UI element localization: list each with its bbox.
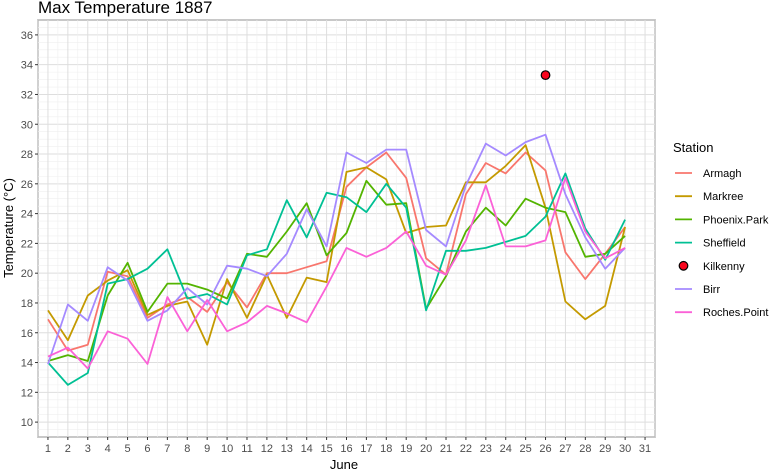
x-tick-label: 31	[639, 443, 651, 455]
y-tick-label: 22	[21, 238, 33, 250]
chart-title: Max Temperature 1887	[38, 0, 213, 17]
series-line-phoenix-park	[47, 179, 626, 362]
x-tick-label: 17	[360, 443, 372, 455]
x-tick-label: 10	[221, 443, 233, 455]
y-tick-label: 34	[21, 60, 33, 72]
y-tick-label: 28	[21, 149, 33, 161]
x-tick-label: 4	[105, 443, 111, 455]
x-tick-label: 28	[579, 443, 591, 455]
legend-label: Sheffield	[703, 238, 746, 250]
x-tick-label: 18	[380, 443, 392, 455]
x-tick-label: 20	[420, 443, 432, 455]
series-line-markree	[47, 144, 626, 346]
y-tick-label: 10	[21, 417, 33, 429]
series-point-kilkenny	[540, 70, 551, 81]
x-tick-label: 24	[500, 443, 512, 455]
x-tick-label: 13	[281, 443, 293, 455]
x-tick-label: 19	[400, 443, 412, 455]
x-tick-label: 30	[619, 443, 631, 455]
grid-lines	[37, 19, 656, 438]
x-tick-label: 26	[539, 443, 551, 455]
y-tick-label: 12	[21, 387, 33, 399]
x-tick-label: 15	[320, 443, 332, 455]
x-tick-label: 5	[125, 443, 131, 455]
x-tick-label: 2	[65, 443, 71, 455]
y-tick-label: 18	[21, 298, 33, 310]
y-tick-label: 16	[21, 328, 33, 340]
legend-label: Roches.Point	[703, 307, 768, 319]
legend-item-kilkenny: Kilkenny	[678, 260, 745, 273]
legend-label: Birr	[703, 284, 720, 296]
y-tick-label: 14	[21, 358, 33, 370]
legend-item-phoenix-park: Phoenix.Park	[675, 214, 769, 226]
y-tick-label: 20	[21, 268, 33, 280]
plot-area	[37, 19, 656, 438]
x-tick-label: 3	[85, 443, 91, 455]
legend-item-markree: Markree	[675, 191, 743, 203]
x-tick-label: 25	[520, 443, 532, 455]
x-tick-label: 8	[184, 443, 190, 455]
legend-item-sheffield: Sheffield	[675, 238, 746, 250]
x-tick-label: 22	[460, 443, 472, 455]
x-tick-label: 7	[164, 443, 170, 455]
x-tick-label: 21	[440, 443, 452, 455]
x-tick-label: 23	[480, 443, 492, 455]
x-tick-label: 27	[559, 443, 571, 455]
x-tick-label: 16	[340, 443, 352, 455]
legend-title: Station	[673, 140, 713, 155]
legend-label: Markree	[703, 191, 743, 203]
x-tick-label: 14	[301, 443, 313, 455]
y-tick-label: 32	[21, 89, 33, 101]
legend-item-birr: Birr	[675, 284, 720, 296]
legend: Station Armagh Markree Phoenix.Park Sheffie…	[673, 140, 769, 319]
series-group	[47, 70, 626, 386]
y-tick-label: 24	[21, 209, 33, 221]
y-axis: 10 12 14 16 18 20 22 24 26 28 30 32 34 36	[21, 30, 38, 429]
x-tick-label: 9	[204, 443, 210, 455]
y-tick-label: 30	[21, 119, 33, 131]
y-tick-label: 36	[21, 30, 33, 42]
x-axis: 1 2 3 4 5 6 7 8 9 10 11 12 13 14 15 16 17 18 19 20 21 22 23 24 2…	[45, 437, 651, 455]
legend-label: Kilkenny	[703, 261, 745, 273]
x-axis-title: June	[330, 457, 358, 471]
legend-label: Armagh	[703, 168, 742, 180]
x-tick-label: 12	[261, 443, 273, 455]
x-tick-label: 6	[144, 443, 150, 455]
legend-label: Phoenix.Park	[703, 214, 769, 226]
y-tick-label: 26	[21, 179, 33, 191]
legend-key-point	[678, 260, 689, 271]
x-tick-label: 29	[599, 443, 611, 455]
series-line-roches-point	[47, 176, 626, 370]
series-line-birr	[47, 133, 626, 365]
x-tick-label: 1	[45, 443, 51, 455]
y-axis-title: Temperature (°C)	[1, 178, 16, 278]
legend-item-roches-point: Roches.Point	[675, 307, 768, 319]
legend-item-armagh: Armagh	[675, 168, 742, 180]
x-tick-label: 11	[241, 443, 252, 455]
series-line-sheffield	[47, 172, 626, 386]
